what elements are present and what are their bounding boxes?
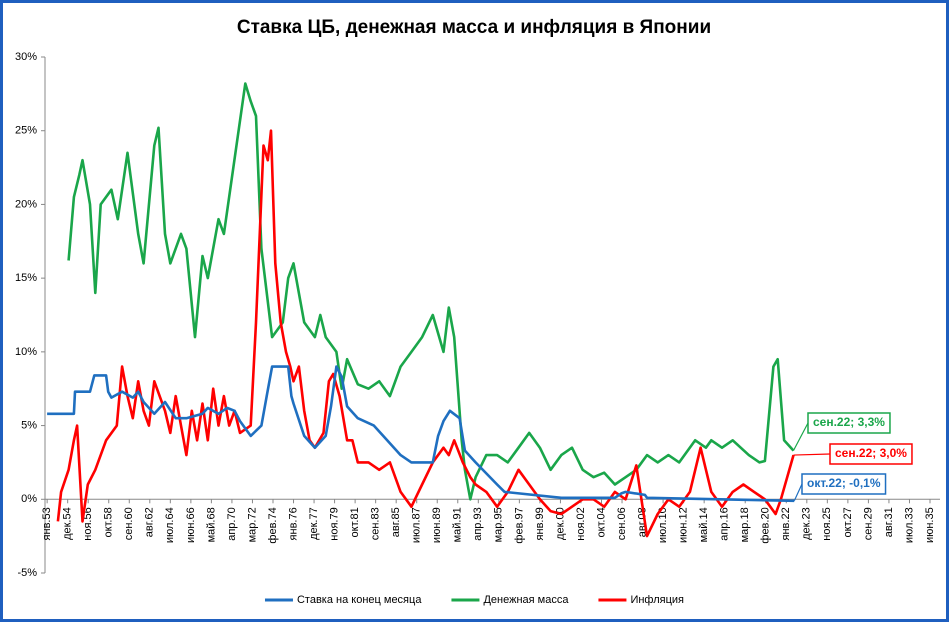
- chart-title: Ставка ЦБ, денежная масса и инфляция в Я…: [237, 17, 711, 38]
- y-tick-label: 15%: [15, 272, 37, 284]
- legend: Ставка на конец месяца Денежная масса Инфл…: [264, 594, 684, 606]
- x-tick-label: июл.87: [411, 507, 423, 543]
- annotation-arrow: [793, 453, 831, 456]
- annotation-arrow: [792, 422, 809, 451]
- x-tick-label: фев.74: [267, 507, 279, 543]
- annotation-arrow: [793, 483, 803, 502]
- x-tick-label: май.68: [205, 507, 217, 542]
- x-tick-label: дек.77: [308, 507, 320, 540]
- x-tick-label: июн.66: [185, 507, 197, 543]
- x-tick-label: апр.16: [719, 507, 731, 540]
- x-tick-label: янв.22: [780, 507, 792, 540]
- x-tick-label: фев.20: [760, 507, 772, 543]
- x-tick-label: сен.83: [370, 507, 382, 540]
- x-tick-label: янв.99: [534, 507, 546, 540]
- x-tick-label: мар.18: [739, 507, 751, 542]
- x-tick-label: сен.06: [616, 507, 628, 540]
- x-tick-label: июн.12: [678, 507, 690, 543]
- legend-label: Ставка на конец месяца: [297, 594, 422, 606]
- x-tick-label: сен.29: [862, 507, 874, 540]
- x-tick-label: апр.70: [226, 507, 238, 540]
- x-tick-label: май.14: [698, 507, 710, 542]
- x-tick-label: сен.60: [123, 507, 135, 540]
- x-tick-label: янв.76: [287, 507, 299, 540]
- x-tick-label: окт.81: [349, 507, 361, 537]
- x-tick-label: мар.72: [246, 507, 258, 542]
- x-tick-label: дек.23: [801, 507, 813, 540]
- y-tick-label: 25%: [15, 125, 37, 137]
- x-tick-label: мар.95: [493, 507, 505, 542]
- legend-label: Денежная масса: [483, 594, 569, 606]
- x-tick-label: авг.85: [390, 507, 402, 537]
- annotation-box: [807, 412, 891, 434]
- x-tick-label: июл.64: [164, 507, 176, 543]
- x-tick-label: июн.89: [431, 507, 443, 543]
- y-tick-label: 5%: [21, 419, 37, 431]
- x-tick-label: фев.97: [513, 507, 525, 543]
- x-tick-label: июл.33: [903, 507, 915, 543]
- x-tick-label: янв.53: [41, 507, 53, 540]
- annotation-text: окт.22; -0,1%: [807, 476, 881, 490]
- annotation: сен.22; 3,3%: [792, 412, 891, 451]
- x-tick-label: ноя.56: [82, 507, 94, 540]
- annotation: сен.22; 3,0%: [793, 443, 913, 465]
- series-line: [56, 129, 795, 538]
- x-tick-label: апр.93: [472, 507, 484, 540]
- x-tick-label: окт.04: [595, 507, 607, 537]
- x-tick-label: ноя.79: [328, 507, 340, 540]
- x-tick-label: дек.00: [554, 507, 566, 540]
- annotation: окт.22; -0,1%: [793, 473, 887, 502]
- x-tick-label: авг.31: [883, 507, 895, 537]
- y-tick-label: 10%: [15, 346, 37, 358]
- x-tick-label: ноя.25: [821, 507, 833, 540]
- annotation-text: сен.22; 3,3%: [813, 415, 885, 429]
- x-tick-label: июн.35: [924, 507, 936, 543]
- y-tick-label: -5%: [17, 567, 37, 579]
- y-tick-label: 0%: [21, 493, 37, 505]
- x-tick-label: дек.54: [62, 507, 74, 540]
- x-tick-label: ноя.02: [575, 507, 587, 540]
- x-tick-label: окт.58: [103, 507, 115, 537]
- annotation-box: [829, 443, 913, 465]
- x-tick-label: авг.62: [144, 507, 156, 537]
- annotation-text: сен.22; 3,0%: [835, 446, 907, 460]
- legend-label: Инфляция: [630, 594, 684, 606]
- series-line: [47, 365, 795, 503]
- annotation-box: [801, 473, 887, 495]
- series-line: [67, 82, 795, 501]
- y-tick-label: 20%: [15, 198, 37, 210]
- x-tick-label: июл.10: [657, 507, 669, 543]
- y-tick-label: 30%: [15, 51, 37, 63]
- x-tick-label: май.91: [452, 507, 464, 542]
- x-tick-label: окт.27: [842, 507, 854, 537]
